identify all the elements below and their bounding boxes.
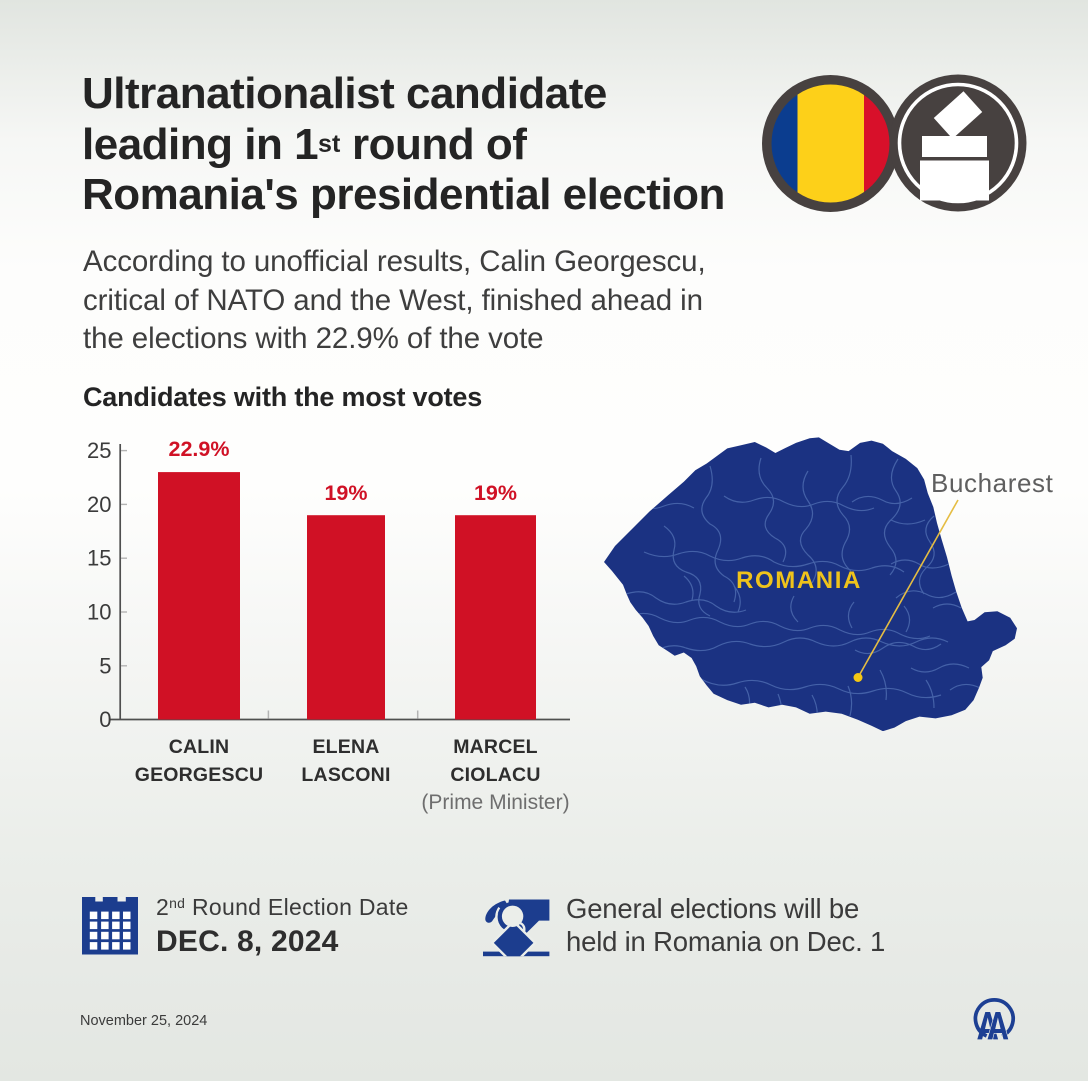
svg-text:ROMANIA: ROMANIA bbox=[736, 567, 862, 594]
svg-text:5: 5 bbox=[99, 653, 111, 678]
svg-text:20: 20 bbox=[87, 492, 111, 517]
svg-text:10: 10 bbox=[87, 600, 111, 625]
svg-text:22.9%: 22.9% bbox=[169, 437, 230, 461]
svg-text:19%: 19% bbox=[324, 481, 367, 505]
svg-text:25: 25 bbox=[87, 438, 111, 463]
svg-text:0: 0 bbox=[99, 707, 111, 730]
svg-text:19%: 19% bbox=[474, 481, 517, 505]
svg-text:15: 15 bbox=[87, 546, 111, 571]
